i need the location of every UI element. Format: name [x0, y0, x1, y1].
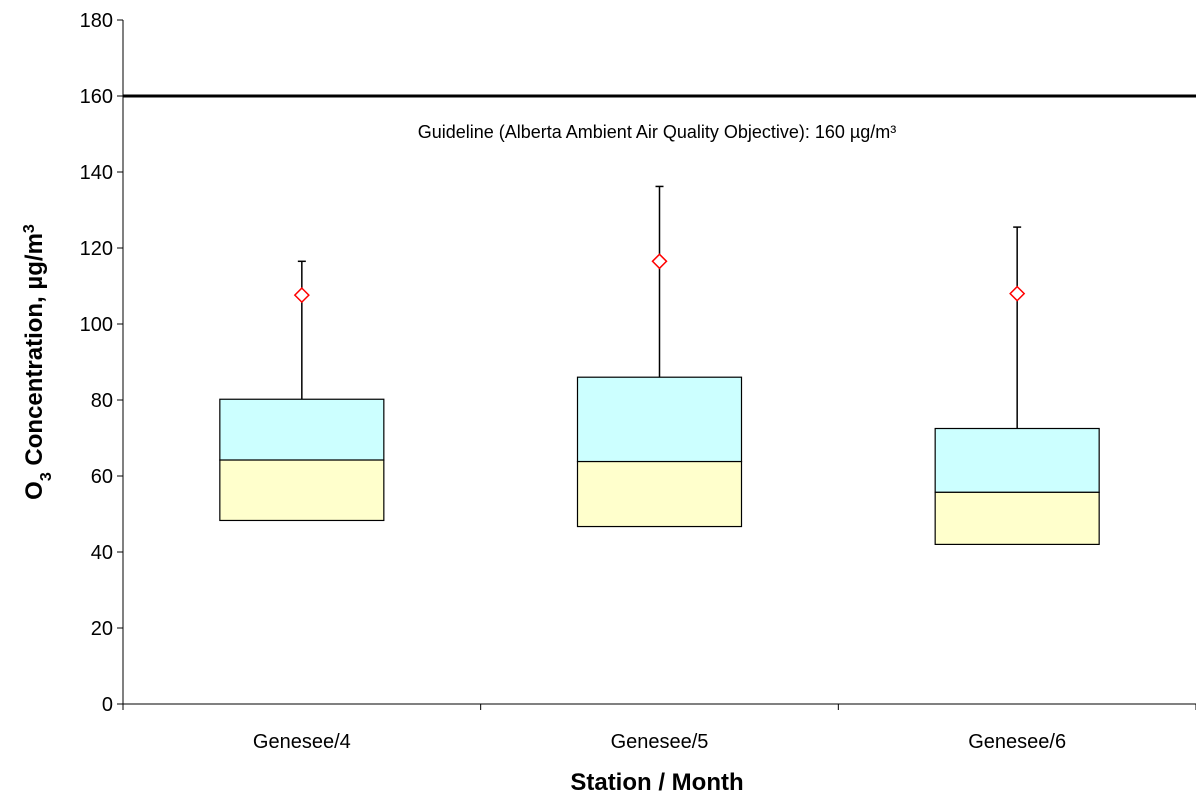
y-axis-title-superscript: 3 — [21, 224, 38, 233]
box-upper — [578, 377, 742, 461]
y-tick-label: 60 — [91, 466, 113, 488]
x-tick-label: Genesee/4 — [253, 731, 351, 753]
box-group — [220, 261, 384, 520]
reference-line-group: Guideline (Alberta Ambient Air Quality O… — [123, 96, 1196, 142]
box-upper — [220, 399, 384, 460]
boxes — [220, 186, 1099, 544]
x-tick-label: Genesee/5 — [611, 731, 709, 753]
y-tick-label: 80 — [91, 390, 113, 412]
box-group — [935, 227, 1099, 544]
guideline-label: Guideline (Alberta Ambient Air Quality O… — [418, 122, 897, 142]
max-marker — [653, 254, 667, 268]
y-tick-label: 20 — [91, 618, 113, 640]
y-tick-label: 100 — [80, 314, 113, 336]
box-lower — [935, 492, 1099, 544]
y-axis-title-subscript: 3 — [38, 472, 55, 481]
y-axis-title-molecule: O — [21, 481, 48, 500]
y-axis-title: O3 Concentration, µg/m3 — [21, 224, 55, 500]
x-axis-title: Station / Month — [570, 769, 743, 796]
y-tick-label: 160 — [80, 86, 113, 108]
y-tick-label: 40 — [91, 542, 113, 564]
x-ticks: Genesee/4 Genesee/5 Genesee/6 — [123, 704, 1196, 753]
y-axis-title-text: Concentration, µg/m — [21, 233, 48, 472]
box-lower — [578, 462, 742, 527]
box-group — [578, 186, 742, 526]
y-tick-label: 0 — [102, 694, 113, 716]
y-tick-label: 140 — [80, 162, 113, 184]
y-ticks: 0 20 40 60 80 100 120 140 160 180 — [80, 10, 123, 716]
box-lower — [220, 460, 384, 520]
max-marker — [295, 288, 309, 302]
box-upper — [935, 429, 1099, 493]
x-tick-label: Genesee/6 — [968, 731, 1066, 753]
y-tick-label: 120 — [80, 238, 113, 260]
y-tick-label: 180 — [80, 10, 113, 32]
max-marker — [1010, 287, 1024, 301]
